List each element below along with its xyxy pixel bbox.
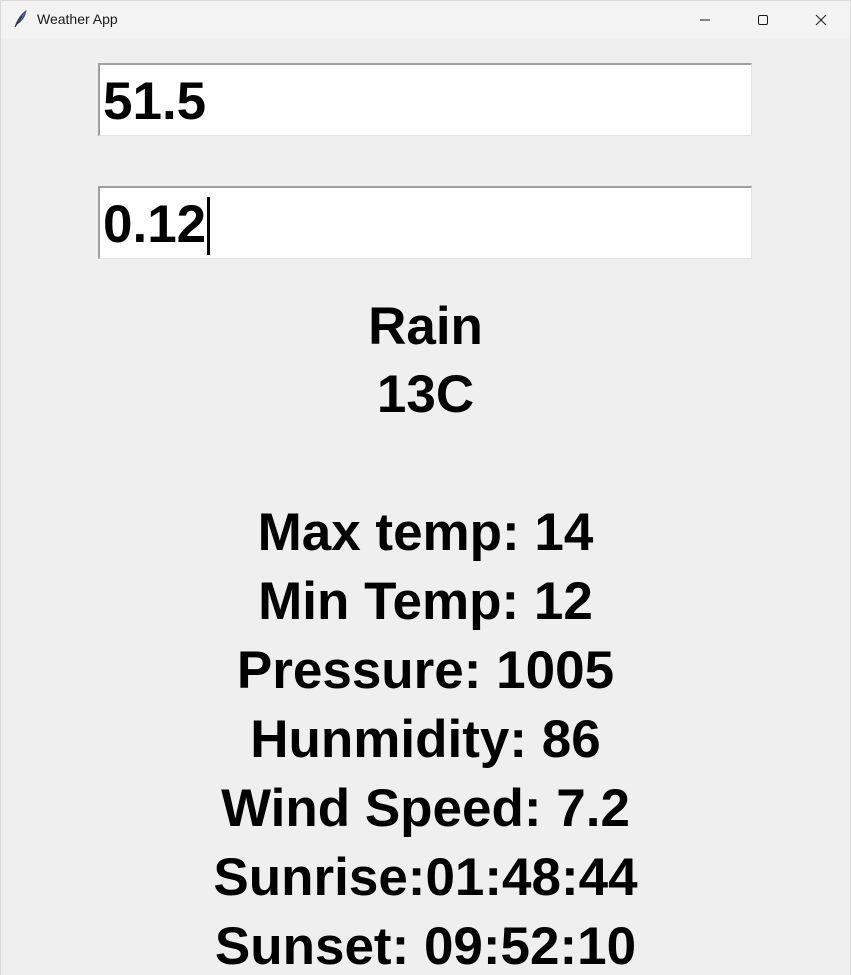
longitude-value: 0.12 (103, 195, 207, 254)
close-button[interactable] (792, 1, 850, 38)
text-cursor (207, 197, 211, 255)
weather-condition: Rain (368, 297, 483, 356)
min-temp-label: Min Temp: 12 (258, 572, 593, 631)
window-title: Weather App (37, 11, 118, 27)
pressure-label: Pressure: 1005 (236, 641, 615, 700)
max-temp-label: Max temp: 14 (257, 503, 594, 562)
latitude-value: 51.5 (103, 72, 207, 131)
maximize-button[interactable] (734, 1, 792, 38)
maximize-icon (758, 14, 768, 25)
minimize-button[interactable] (676, 1, 734, 38)
latitude-input[interactable]: 51.5 (98, 63, 752, 136)
longitude-value-wrap: 0.12 (103, 194, 211, 256)
sunrise-label: Sunrise:01:48:44 (213, 848, 638, 907)
current-temperature: 13C (376, 365, 475, 424)
feather-icon (12, 10, 28, 28)
humidity-label: Hunmidity: 86 (250, 710, 601, 769)
close-icon (815, 14, 827, 25)
title-bar[interactable]: Weather App (1, 1, 850, 38)
sunset-label: Sunset: 09:52:10 (214, 917, 637, 975)
longitude-input[interactable]: 0.12 (98, 186, 752, 259)
wind-speed-label: Wind Speed: 7.2 (221, 779, 630, 838)
minimize-icon (700, 19, 710, 20)
main-content: 51.5 0.12 Rain 13C Max temp: 14 Min Temp… (1, 38, 850, 975)
